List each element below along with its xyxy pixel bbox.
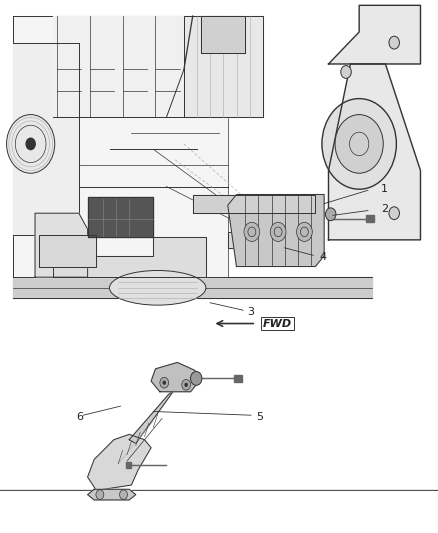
Polygon shape xyxy=(88,197,153,237)
Ellipse shape xyxy=(110,271,206,305)
Polygon shape xyxy=(88,434,151,490)
Circle shape xyxy=(182,379,191,390)
Polygon shape xyxy=(13,277,372,298)
Text: 4: 4 xyxy=(320,252,327,262)
Polygon shape xyxy=(35,213,88,277)
Text: FWD: FWD xyxy=(263,319,292,328)
Circle shape xyxy=(244,222,260,241)
Text: 1: 1 xyxy=(381,184,388,194)
Circle shape xyxy=(322,99,396,189)
Circle shape xyxy=(25,138,36,150)
Circle shape xyxy=(325,208,336,221)
Polygon shape xyxy=(13,16,228,277)
Polygon shape xyxy=(228,195,324,266)
Text: 6: 6 xyxy=(77,412,84,422)
Polygon shape xyxy=(13,43,79,235)
Circle shape xyxy=(160,377,169,388)
Circle shape xyxy=(120,490,127,499)
Circle shape xyxy=(297,222,312,241)
Circle shape xyxy=(389,36,399,49)
Polygon shape xyxy=(184,16,263,117)
Polygon shape xyxy=(53,16,228,117)
Circle shape xyxy=(389,207,399,220)
Circle shape xyxy=(96,490,104,499)
Polygon shape xyxy=(193,195,315,213)
Polygon shape xyxy=(129,384,184,443)
Polygon shape xyxy=(126,462,131,468)
Text: 5: 5 xyxy=(256,412,263,422)
Polygon shape xyxy=(228,213,315,248)
Circle shape xyxy=(162,381,166,385)
Polygon shape xyxy=(201,16,245,53)
Circle shape xyxy=(341,66,351,78)
Circle shape xyxy=(184,383,188,387)
Circle shape xyxy=(7,115,55,173)
Text: 3: 3 xyxy=(247,307,254,317)
Polygon shape xyxy=(328,5,420,64)
Polygon shape xyxy=(234,375,242,382)
Circle shape xyxy=(270,222,286,241)
Circle shape xyxy=(335,115,383,173)
Polygon shape xyxy=(88,489,136,500)
Polygon shape xyxy=(366,215,374,222)
Circle shape xyxy=(191,372,202,385)
Text: 2: 2 xyxy=(381,205,388,214)
Polygon shape xyxy=(53,237,206,277)
Polygon shape xyxy=(39,235,96,266)
Polygon shape xyxy=(328,64,420,240)
Polygon shape xyxy=(151,362,199,392)
